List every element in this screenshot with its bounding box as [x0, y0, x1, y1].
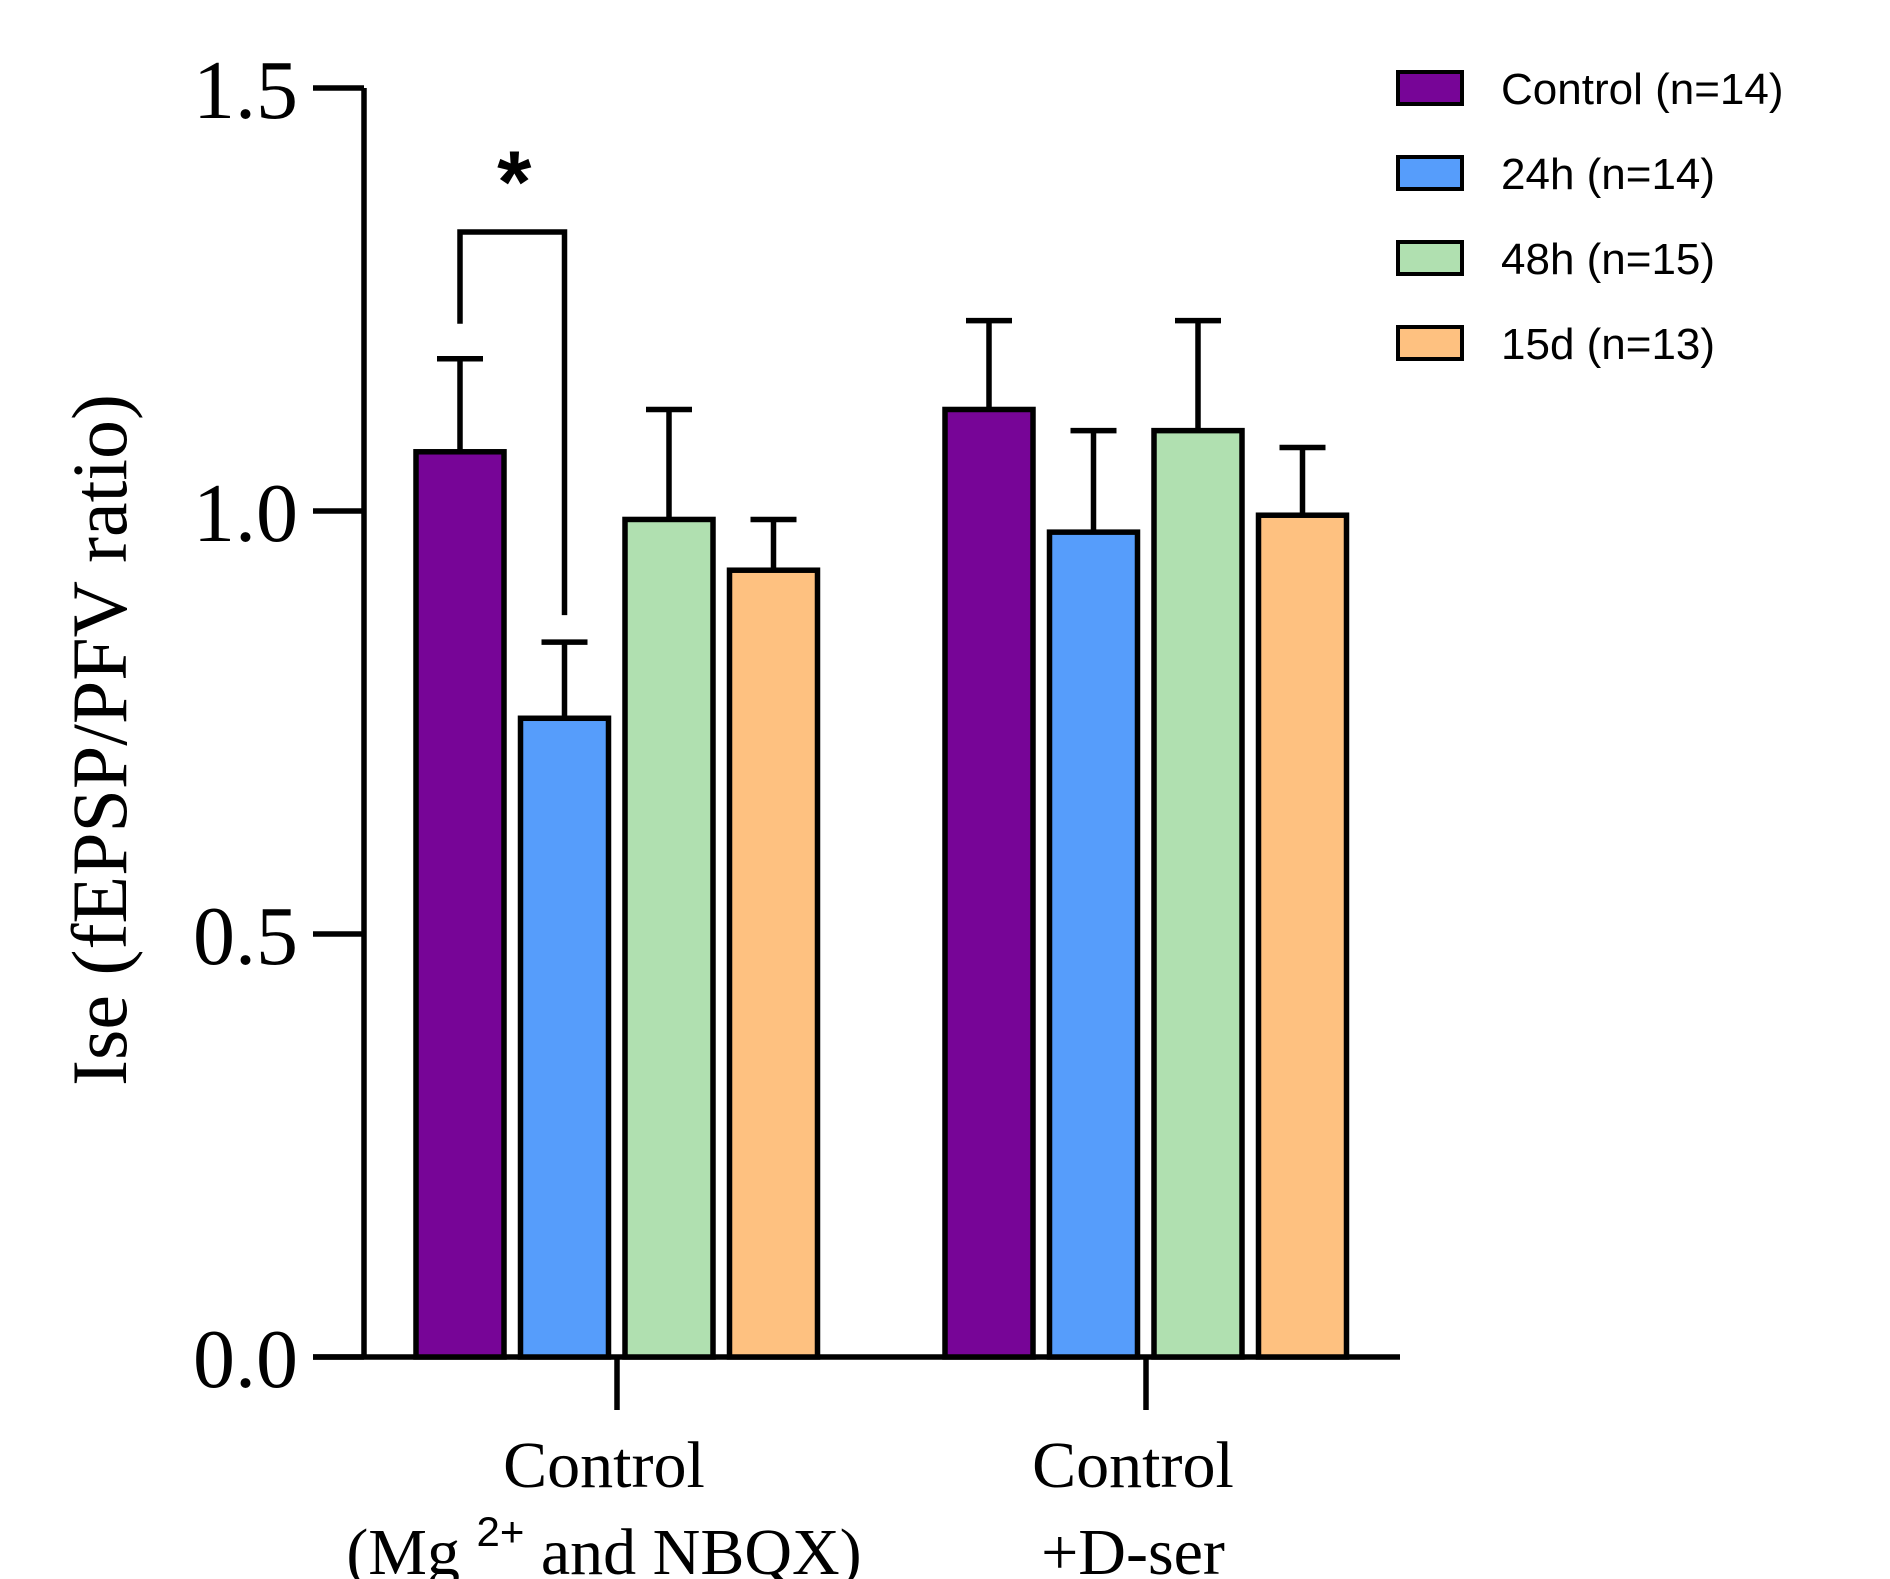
- legend-label: Control (n=14): [1501, 65, 1783, 114]
- bar: [1151, 427, 1245, 1360]
- legend-label: 15d (n=13): [1501, 320, 1715, 369]
- legend-swatch: [1396, 240, 1464, 276]
- bar: [413, 449, 507, 1360]
- legend-swatch: [1396, 325, 1464, 361]
- legend-swatch: [1396, 155, 1464, 191]
- x-category-label: Control: [503, 1429, 705, 1502]
- annotations: *: [457, 132, 568, 616]
- significance-star: *: [497, 132, 532, 231]
- legend-label: 24h (n=14): [1501, 150, 1715, 199]
- bar: [517, 715, 612, 1360]
- legend: Control (n=14) 24h (n=14) 48h (n=15) 15d (n…: [1396, 65, 1783, 369]
- y-tick-label: 0.5: [193, 890, 298, 983]
- y-tick-label: 1.5: [193, 44, 298, 137]
- y-axis-label: Ise (fEPSP/PFV ratio): [56, 394, 143, 1086]
- bar: [726, 567, 821, 1360]
- bars: [413, 317, 1350, 1360]
- bar: [1046, 529, 1141, 1360]
- legend-swatch: [1396, 70, 1464, 106]
- bar: [1255, 512, 1350, 1360]
- x-category-sublabel: (Mg 2+ and NBQX): [346, 1508, 861, 1579]
- y-tick-label: 0.0: [193, 1313, 298, 1406]
- y-tick-label: 1.0: [193, 467, 298, 560]
- legend-label: 48h (n=15): [1501, 235, 1715, 284]
- bar: [622, 516, 716, 1360]
- significance-bracket: [457, 229, 568, 616]
- x-category-sublabel: +D-ser: [1041, 1516, 1225, 1579]
- bar: [942, 406, 1036, 1360]
- x-category-label: Control: [1032, 1429, 1234, 1502]
